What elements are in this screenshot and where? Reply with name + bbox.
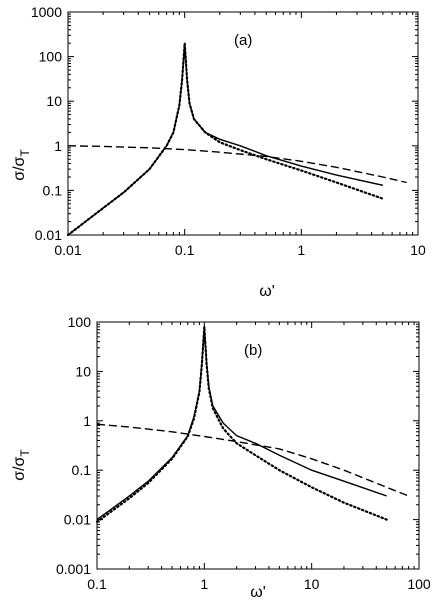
panel-a-x-axis-label: ω': [259, 283, 275, 300]
panel-a-x-tick-label: 0.1: [175, 242, 195, 258]
panel-b-series-solid-line: [96, 326, 387, 521]
panel-b-y-tick-label: 1: [83, 413, 91, 429]
panel-b-x-tick-label: 0.1: [87, 576, 107, 592]
panel-b-series-dotted-line: [95, 326, 388, 524]
panel-a-label: (a): [234, 32, 252, 49]
panel-a-y-axis-label-main: σ/σ: [11, 156, 28, 180]
panel-b-x-tick-label: 10: [304, 576, 320, 592]
panel-a-series-solid-line: [67, 43, 384, 236]
panel-a-y-tick-label: 10: [46, 93, 62, 109]
panel-a-x-tick-label: 0.01: [54, 242, 81, 258]
panel-a-y-axis-label-sub: T: [18, 149, 32, 157]
panel-a-x-tick-label: 1: [297, 242, 305, 258]
panel-b-y-tick-label: 10: [75, 363, 91, 379]
panel-a-y-axis-label: σ/σT: [11, 149, 32, 181]
panel-b-x-tick-label: 100: [407, 576, 431, 592]
panel-b-y-tick-label: 0.1: [72, 462, 92, 478]
panel-a-y-tick-label: 0.01: [35, 227, 62, 243]
panel-b-y-tick-label: 0.001: [56, 561, 91, 577]
panel-a-y-tick-label: 0.1: [43, 182, 63, 198]
panel-a-y-tick-label: 100: [39, 49, 63, 65]
panel-b-series-dashed-line: [96, 423, 409, 497]
panel-b-plot-frame: [96, 321, 420, 570]
panel-a-series-dashed-line: [67, 145, 407, 184]
panel-b-y-axis-label-sub: T: [18, 449, 32, 457]
panel-a-y-tick-label: 1000: [31, 4, 62, 20]
panel-b-label: (b): [244, 342, 262, 359]
panel-b-y-axis-label-main: σ/σ: [11, 456, 28, 480]
panel-b-x-tick-label: 1: [200, 576, 208, 592]
panel-b-y-tick-label: 100: [68, 314, 92, 330]
chart-panel-b: (b) ω' σ/σT 0.1 1 10 100 0.001 0.01 0.1 1 10 100: [11, 314, 431, 601]
panel-a-y-tick-label: 1: [54, 138, 62, 154]
panel-a-plot-frame: [67, 11, 419, 236]
panel-a-series-dotted-line: [66, 43, 384, 237]
chart-panel-a: (a) ω' σ/σT 0.01 0.1 1 10 0.01 0.1 1 10 100 1000: [11, 4, 426, 300]
panel-b-y-tick-label: 0.01: [64, 512, 91, 528]
panel-b-y-axis-label: σ/σT: [11, 449, 32, 481]
panel-b-x-axis-label: ω': [250, 584, 266, 601]
panel-a-x-tick-label: 10: [410, 242, 426, 258]
